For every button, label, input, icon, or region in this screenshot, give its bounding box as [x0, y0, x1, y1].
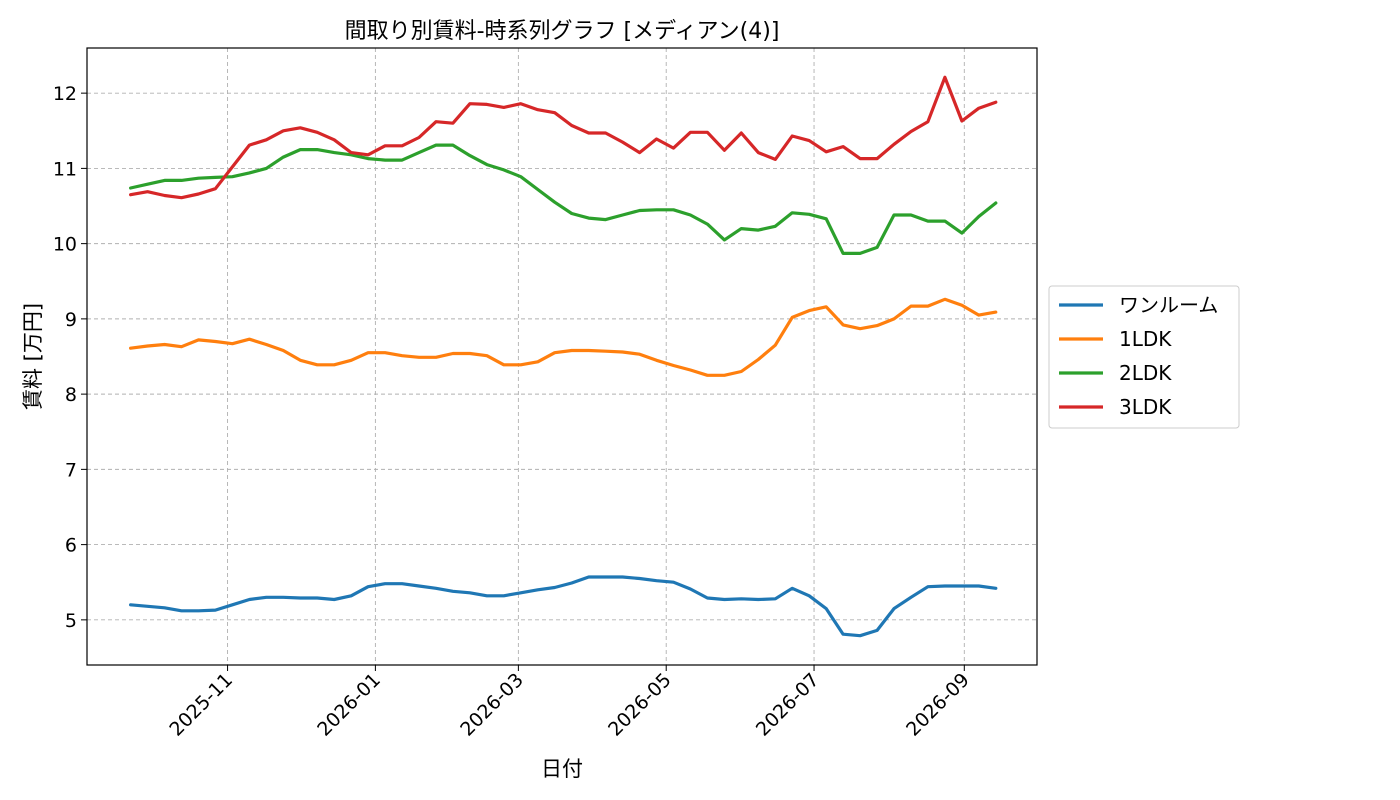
plot-frame — [86, 47, 1038, 666]
legend-label-3: 3LDK — [1119, 395, 1172, 419]
legend-label-0: ワンルーム — [1119, 293, 1218, 317]
series-lines — [129, 75, 998, 638]
series-line-0 — [129, 575, 998, 638]
y-tick-label: 7 — [65, 459, 77, 481]
y-tick-label: 5 — [65, 610, 77, 632]
legend-label-2: 2LDK — [1119, 361, 1172, 385]
y-tick-label: 6 — [65, 535, 77, 557]
y-tick-label: 8 — [65, 384, 77, 406]
legend-frame — [1048, 285, 1240, 429]
y-tick-label: 11 — [53, 158, 77, 180]
legend-label-1: 1LDK — [1119, 327, 1172, 351]
series-line-3 — [129, 75, 998, 200]
chart-title: 間取り別賃料-時系列グラフ [メディアン(4)] — [345, 19, 780, 44]
x-axis-title: 日付 — [541, 757, 583, 781]
y-tick-label: 9 — [65, 309, 77, 331]
gridlines — [87, 48, 1037, 665]
series-line-2 — [129, 143, 998, 255]
y-axis-title: 賃料 [万円] — [21, 303, 45, 410]
legend: ワンルーム 1LDK 2LDK 3LDK — [1048, 285, 1240, 429]
y-tick-label: 10 — [53, 234, 77, 256]
series-line-1 — [129, 297, 998, 377]
y-tick-label: 12 — [53, 83, 77, 105]
